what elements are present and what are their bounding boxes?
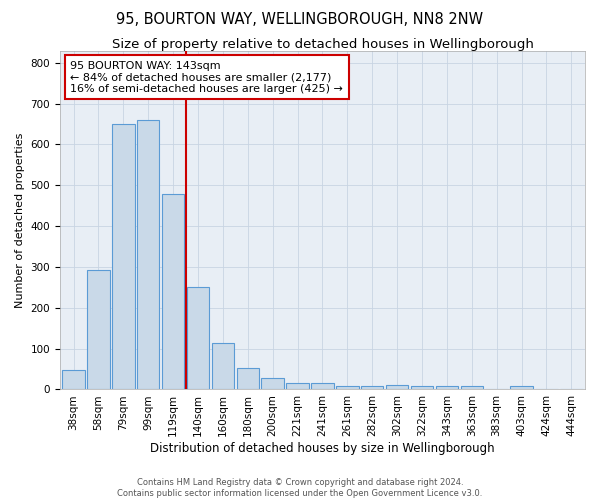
- Bar: [411, 386, 433, 390]
- Bar: [236, 368, 259, 390]
- Bar: [511, 386, 533, 390]
- Bar: [262, 378, 284, 390]
- Title: Size of property relative to detached houses in Wellingborough: Size of property relative to detached ho…: [112, 38, 533, 51]
- Bar: [361, 386, 383, 390]
- Bar: [137, 120, 160, 390]
- Bar: [386, 386, 409, 390]
- Y-axis label: Number of detached properties: Number of detached properties: [15, 132, 25, 308]
- Bar: [311, 384, 334, 390]
- Bar: [62, 370, 85, 390]
- Text: 95 BOURTON WAY: 143sqm
← 84% of detached houses are smaller (2,177)
16% of semi-: 95 BOURTON WAY: 143sqm ← 84% of detached…: [70, 60, 343, 94]
- Text: 95, BOURTON WAY, WELLINGBOROUGH, NN8 2NW: 95, BOURTON WAY, WELLINGBOROUGH, NN8 2NW: [116, 12, 484, 28]
- Bar: [112, 124, 134, 390]
- Bar: [187, 288, 209, 390]
- Bar: [336, 386, 359, 390]
- X-axis label: Distribution of detached houses by size in Wellingborough: Distribution of detached houses by size …: [150, 442, 495, 455]
- Bar: [212, 344, 234, 390]
- Text: Contains HM Land Registry data © Crown copyright and database right 2024.
Contai: Contains HM Land Registry data © Crown c…: [118, 478, 482, 498]
- Bar: [87, 270, 110, 390]
- Bar: [461, 386, 483, 390]
- Bar: [286, 384, 309, 390]
- Bar: [436, 386, 458, 390]
- Bar: [162, 194, 184, 390]
